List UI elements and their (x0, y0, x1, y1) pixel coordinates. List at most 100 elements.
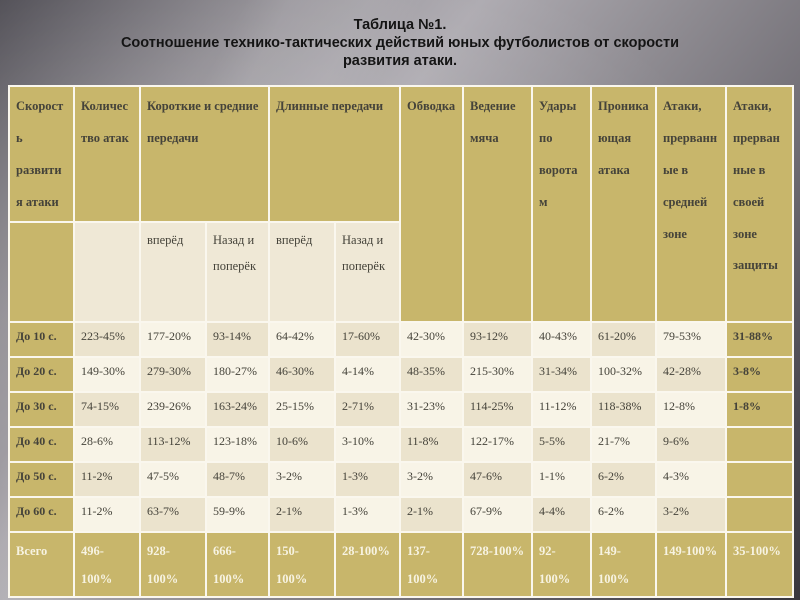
data-cell: 12-8% (655, 390, 727, 428)
table-caption: Соотношение технико-тактических действий… (120, 35, 680, 70)
data-cell: 4-4% (531, 495, 592, 533)
data-cell: 11-12% (531, 390, 592, 428)
data-cell: 6-2% (590, 495, 657, 533)
data-cell: 31-23% (399, 390, 464, 428)
table-row: До 50 с. 11-2% 47-5% 48-7% 3-2% 1-3% 3-2% 47-6%… (8, 460, 794, 498)
data-cell: 42-28% (655, 355, 727, 393)
total-cell: 728-100% (462, 530, 533, 598)
row-label: До 20 с. (8, 355, 75, 393)
header-shots-on-goal: Удары по воротам (531, 85, 592, 323)
data-cell: 64-42% (268, 320, 336, 358)
data-cell: 5-5% (531, 425, 592, 463)
data-cell: 122-17% (462, 425, 533, 463)
data-cell: 63-7% (139, 495, 207, 533)
total-cell: 35-100% (725, 530, 794, 598)
data-cell: 114-25% (462, 390, 533, 428)
header-short-medium-passes: Короткие и средние передачи (139, 85, 270, 223)
data-cell: 31-34% (531, 355, 592, 393)
data-cell: 6-2% (590, 460, 657, 498)
data-cell: 279-30% (139, 355, 207, 393)
total-cell: 928-100% (139, 530, 207, 598)
row-label: До 50 с. (8, 460, 75, 498)
data-cell: 2-1% (399, 495, 464, 533)
data-cell: 239-26% (139, 390, 207, 428)
data-cell: 40-43% (531, 320, 592, 358)
data-cell: 11-8% (399, 425, 464, 463)
header-attacks-stopped-own-zone: Атаки, прерванные в своей зоне защиты (725, 85, 794, 323)
data-cell: 3-2% (655, 495, 727, 533)
table-row: До 10 с. 223-45% 177-20% 93-14% 64-42% 17-60%… (8, 320, 794, 358)
data-cell: 10-6% (268, 425, 336, 463)
total-row: Всего 496-100% 928-100% 666-100% 150-100% 28-… (8, 530, 794, 598)
total-cell: 150-100% (268, 530, 336, 598)
table-body: Скорость развития атаки Количество атак … (8, 85, 794, 598)
data-cell: 177-20% (139, 320, 207, 358)
subheader-forward-short: вперёд (139, 220, 207, 323)
data-cell: 123-18% (205, 425, 270, 463)
header-speed-spacer (8, 220, 75, 323)
total-cell: 28-100% (334, 530, 401, 598)
data-cell: 74-15% (73, 390, 141, 428)
header-attack-count: Количество атак (73, 85, 141, 223)
data-cell (725, 425, 794, 463)
data-table: Скорость развития атаки Количество атак … (8, 85, 794, 598)
data-cell: 1-3% (334, 460, 401, 498)
data-cell: 1-1% (531, 460, 592, 498)
data-cell: 3-2% (399, 460, 464, 498)
data-cell: 3-10% (334, 425, 401, 463)
data-cell: 25-15% (268, 390, 336, 428)
total-cell: 149-100% (655, 530, 727, 598)
table-number: Таблица №1. (353, 17, 447, 33)
data-cell: 2-1% (268, 495, 336, 533)
data-cell: 4-14% (334, 355, 401, 393)
subheader-back-long: Назад и поперёк (334, 220, 401, 323)
header-row-2: вперёд Назад и поперёк вперёд Назад и по… (8, 220, 793, 323)
data-cell: 61-20% (590, 320, 657, 358)
data-cell: 2-71% (334, 390, 401, 428)
header-long-passes: Длинные передачи (268, 85, 401, 223)
total-cell: 496-100% (73, 530, 141, 598)
data-cell: 9-6% (655, 425, 727, 463)
data-cell: 11-2% (73, 495, 141, 533)
data-cell: 11-2% (73, 460, 141, 498)
header-attacks-stopped-middle-zone: Атаки, прерванные в средней зоне (655, 85, 727, 323)
table-row: До 60 с. 11-2% 63-7% 59-9% 2-1% 1-3% 2-1% 67-9%… (8, 495, 794, 533)
data-cell: 59-9% (205, 495, 270, 533)
row-label: До 40 с. (8, 425, 75, 463)
data-cell: 100-32% (590, 355, 657, 393)
data-cell: 215-30% (462, 355, 533, 393)
data-cell: 1-8% (725, 390, 794, 428)
table-row: До 20 с. 149-30% 279-30% 180-27% 46-30% 4-14%… (8, 355, 794, 393)
table-row: До 30 с. 74-15% 239-26% 163-24% 25-15% 2-71% 3… (8, 390, 794, 428)
data-cell: 3-2% (268, 460, 336, 498)
data-cell: 4-3% (655, 460, 727, 498)
data-cell: 48-7% (205, 460, 270, 498)
data-cell: 93-14% (205, 320, 270, 358)
data-cell: 31-88% (725, 320, 794, 358)
data-cell: 42-30% (399, 320, 464, 358)
header-penetrating-attack: Проникающая атака (590, 85, 657, 323)
data-cell: 46-30% (268, 355, 336, 393)
data-cell: 48-35% (399, 355, 464, 393)
data-cell: 118-38% (590, 390, 657, 428)
data-cell: 79-53% (655, 320, 727, 358)
total-cell: 666-100% (205, 530, 270, 598)
data-cell: 93-12% (462, 320, 533, 358)
data-cell: 149-30% (73, 355, 141, 393)
subheader-forward-long: вперёд (268, 220, 336, 323)
data-cell: 28-6% (73, 425, 141, 463)
data-cell (725, 460, 794, 498)
data-cell: 113-12% (139, 425, 207, 463)
data-cell: 163-24% (205, 390, 270, 428)
header-dribbling: Обводка (399, 85, 464, 323)
data-cell (725, 495, 794, 533)
total-cell: 137-100% (399, 530, 464, 598)
subheader-back-short: Назад и поперёк (205, 220, 270, 323)
total-cell: 149-100% (590, 530, 657, 598)
data-cell: 47-6% (462, 460, 533, 498)
total-label: Всего (8, 530, 75, 598)
row-label: До 30 с. (8, 390, 75, 428)
header-row-1: Скорость развития атаки Количество атак … (8, 85, 794, 323)
header-attack-count-spacer (73, 220, 141, 323)
